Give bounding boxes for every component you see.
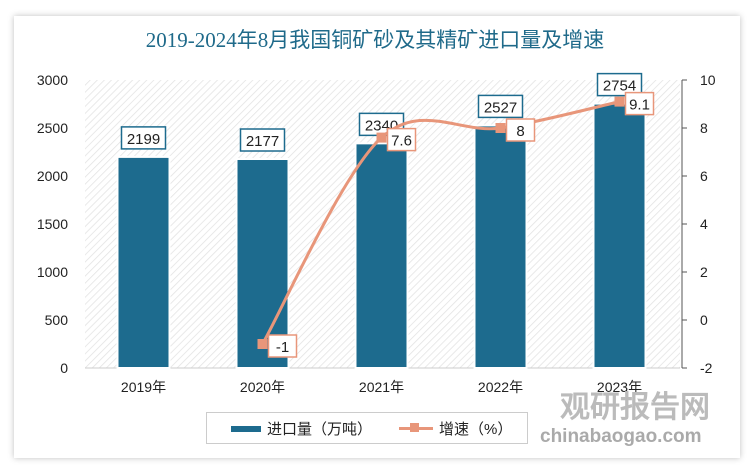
bar-label-box <box>596 72 643 97</box>
legend-marker-icon <box>410 423 419 432</box>
x-tick: 2020年 <box>240 379 285 395</box>
y-right-tick: 6 <box>700 168 708 184</box>
line-label-box <box>267 334 298 358</box>
y-right-tick: -2 <box>700 360 713 376</box>
bar <box>473 124 528 369</box>
legend-bar-label: 进口量（万吨） <box>267 421 373 438</box>
line-data-label: 9.1 <box>629 97 650 114</box>
y-right-tick: 4 <box>700 216 708 232</box>
bar-label-box <box>239 128 286 152</box>
bar <box>592 102 647 369</box>
line-label-box <box>505 118 536 142</box>
bar-data-label: 2199 <box>127 131 160 148</box>
y-right-tick: 2 <box>700 264 708 280</box>
bar-label-box <box>120 126 167 150</box>
y-right-tick: 0 <box>700 312 708 328</box>
x-tick: 2021年 <box>359 379 404 395</box>
line-marker <box>376 132 387 143</box>
bar-data-label: 2754 <box>603 78 636 95</box>
line-data-label: -1 <box>276 339 289 356</box>
bar <box>116 155 171 369</box>
line-marker <box>257 339 268 349</box>
bar-data-label: 2177 <box>246 133 279 150</box>
watermark: 观研报告网 chinabaogao.com <box>540 382 710 448</box>
y-right-tick: 10 <box>700 72 716 88</box>
y-left-tick: 2000 <box>37 168 68 184</box>
line-marker <box>614 96 625 107</box>
y-left-tick: 1000 <box>37 264 68 280</box>
y-left-tick: 500 <box>45 312 69 328</box>
legend: 进口量（万吨） 增速（%） <box>206 412 528 444</box>
bar-label-box <box>477 94 524 119</box>
y-left-tick: 1500 <box>37 216 68 232</box>
line-data-label: 7.6 <box>391 133 412 150</box>
y-left-tick: 2500 <box>37 120 68 136</box>
chart-title: 2019-2024年8月我国铜矿砂及其精矿进口量及增速 <box>145 28 605 52</box>
bar-data-label: 2527 <box>484 99 517 116</box>
legend-line-label: 增速（%） <box>439 421 513 438</box>
x-tick: 2022年 <box>478 379 523 395</box>
line-label-box <box>386 127 417 152</box>
x-tick: 2019年 <box>121 379 166 395</box>
watermark-url: chinabaogao.com <box>540 426 702 447</box>
bar <box>354 142 409 369</box>
y-right-tick: 8 <box>700 120 708 136</box>
x-tick: 2023年 <box>597 379 642 395</box>
line-label-box <box>624 91 655 116</box>
watermark-name: 观研报告网 <box>560 391 710 424</box>
line-data-label: 8 <box>516 123 524 140</box>
growth-line <box>261 100 620 345</box>
y-left-tick: 0 <box>60 360 68 376</box>
bar <box>235 158 290 369</box>
legend-bar-swatch <box>231 426 261 432</box>
line-marker <box>495 123 506 133</box>
y-left-tick: 3000 <box>37 72 68 88</box>
